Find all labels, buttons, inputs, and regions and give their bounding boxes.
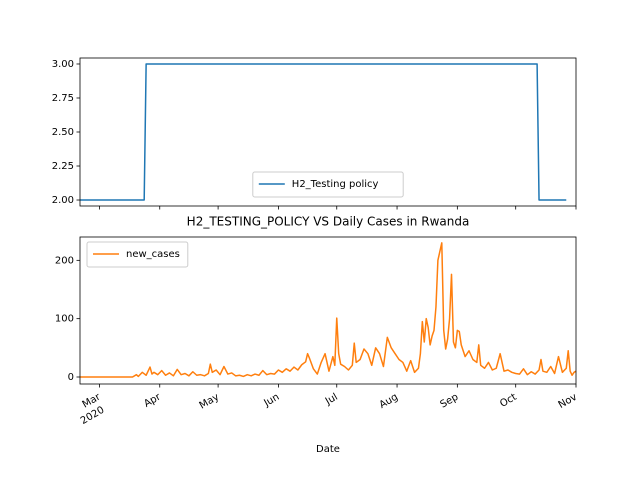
y-tick-label: 0 [68,372,74,383]
y-tick-label: 2.25 [52,161,74,172]
plot-frame [79,236,577,385]
y-tick-label: 2.75 [52,93,74,104]
legend-label: H2_Testing policy [292,179,379,190]
data-line [80,63,567,201]
chart-title: H2_TESTING_POLICY VS Daily Cases in Rwan… [187,215,470,229]
legend-box [252,171,404,198]
legend-label: new_cases [126,249,180,260]
data-line [80,242,577,378]
y-tick-label: 200 [55,255,74,266]
y-tick-label: 2.50 [52,127,74,138]
plot-frame [79,57,577,207]
y-tick-label: 2.00 [52,195,74,206]
legend-box [86,241,189,268]
y-tick-label: 100 [55,314,74,325]
x-axis-label: Date [316,444,340,455]
y-tick-label: 3.00 [52,59,74,70]
